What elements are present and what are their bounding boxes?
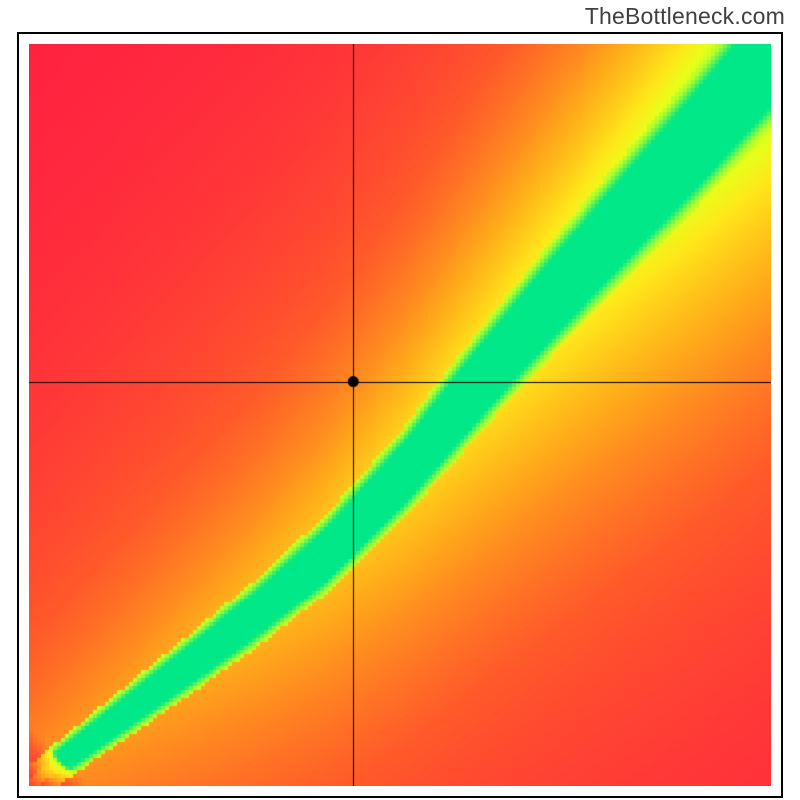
overlay-canvas xyxy=(29,44,771,786)
watermark-text: TheBottleneck.com xyxy=(585,3,785,30)
